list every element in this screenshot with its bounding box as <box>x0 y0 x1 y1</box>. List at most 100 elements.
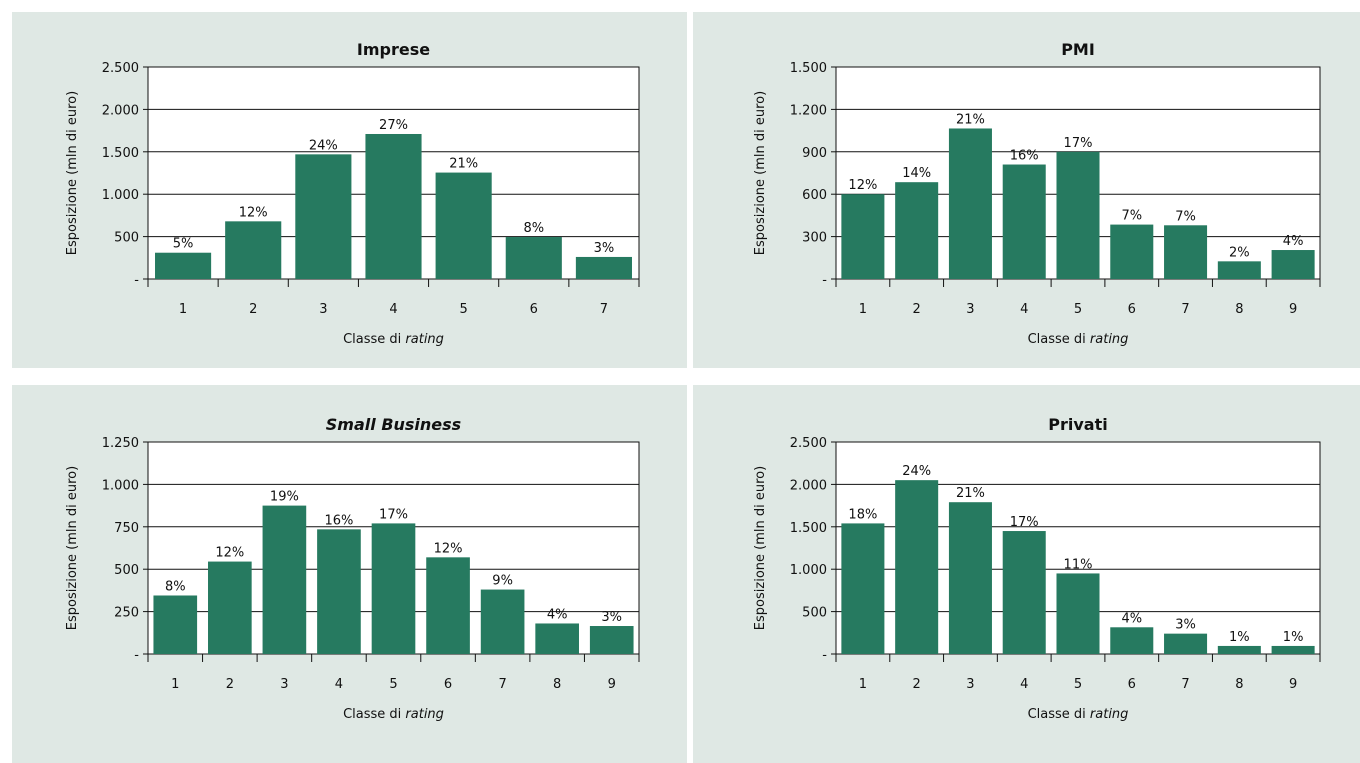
bar <box>1056 151 1100 279</box>
y-tick-label: - <box>822 648 827 663</box>
y-tick-label: 600 <box>802 188 827 203</box>
x-tick-label: 7 <box>1181 677 1189 692</box>
x-tick-label: 6 <box>530 302 538 317</box>
bar <box>841 523 885 654</box>
bar <box>895 182 939 279</box>
bar <box>1217 261 1261 279</box>
bar <box>435 172 492 279</box>
x-tick-label: 3 <box>966 677 974 692</box>
data-label: 4% <box>547 607 568 622</box>
data-label: 3% <box>1175 618 1196 633</box>
chart-title: Imprese <box>357 40 430 59</box>
x-tick-label: 4 <box>1020 677 1028 692</box>
y-tick-label: 2.500 <box>102 61 139 76</box>
bar <box>426 557 470 654</box>
bar <box>371 523 416 654</box>
bar <box>575 256 632 279</box>
x-axis-label: Classe di rating <box>343 707 444 722</box>
bar <box>262 505 307 654</box>
y-axis-label: Esposizione (mln di euro) <box>753 466 768 630</box>
y-tick-label: 1.000 <box>790 563 827 578</box>
data-label: 8% <box>523 221 544 236</box>
bar <box>1164 633 1208 654</box>
bar <box>225 221 282 279</box>
y-tick-label: 300 <box>802 231 827 246</box>
data-label: 1% <box>1283 630 1304 645</box>
x-tick-label: 5 <box>389 677 397 692</box>
x-tick-label: 6 <box>1128 677 1136 692</box>
y-tick-label: 1.000 <box>102 188 139 203</box>
chart-imprese: - 500 1.000 1.500 2.000 2.500 5% 1 12% 2 24% 3 27% 4 2… <box>65 40 640 347</box>
chart-panel-imprese: - 500 1.000 1.500 2.000 2.500 5% 1 12% 2 24% 3 27% 4 2… <box>12 12 687 368</box>
data-label: 4% <box>1121 611 1142 626</box>
bar <box>1271 250 1315 279</box>
data-label: 2% <box>1229 245 1250 260</box>
x-tick-label: 8 <box>1235 677 1243 692</box>
y-tick-label: 250 <box>114 606 139 621</box>
y-tick-label: 1.200 <box>790 103 827 118</box>
bar <box>1002 164 1046 279</box>
bar <box>153 595 198 654</box>
bar <box>1271 645 1315 654</box>
data-label: 3% <box>601 610 622 625</box>
y-tick-label: 500 <box>802 606 827 621</box>
bar <box>505 237 562 279</box>
y-axis-label: Esposizione (mln di euro) <box>753 91 768 255</box>
x-tick-label: 7 <box>600 302 608 317</box>
bar <box>841 194 885 279</box>
data-label: 3% <box>594 241 615 256</box>
x-tick-label: 2 <box>913 677 921 692</box>
data-label: 18% <box>848 507 877 522</box>
data-label: 7% <box>1121 209 1142 224</box>
bar <box>1164 225 1208 279</box>
x-axis-label: Classe di rating <box>1028 707 1129 722</box>
y-tick-label: - <box>822 273 827 288</box>
bar <box>295 154 352 279</box>
bar <box>1056 573 1100 654</box>
chart-panel-small-business: - 250 500 750 1.000 1.250 8% 1 12% 2 19% 3 16% 4 17% 5 1… <box>12 385 687 763</box>
x-tick-label: 3 <box>966 302 974 317</box>
x-tick-label: 7 <box>498 677 506 692</box>
bar <box>895 480 939 654</box>
x-tick-label: 1 <box>859 302 867 317</box>
y-tick-label: 500 <box>114 563 139 578</box>
x-tick-label: 2 <box>913 302 921 317</box>
chart-privati: - 500 1.000 1.500 2.000 2.500 18% 1 24% 2 21% 3 17% 4… <box>753 415 1321 722</box>
data-label: 5% <box>173 237 194 252</box>
data-label: 7% <box>1175 209 1196 224</box>
y-tick-label: 1.000 <box>102 478 139 493</box>
data-label: 14% <box>902 166 931 181</box>
bar <box>317 529 361 654</box>
y-axis-label: Esposizione (mln di euro) <box>65 91 80 255</box>
chart-title: Small Business <box>326 415 461 434</box>
y-tick-label: 2.500 <box>790 436 827 451</box>
data-label: 4% <box>1283 234 1304 249</box>
bar <box>589 626 634 654</box>
x-tick-label: 8 <box>553 677 561 692</box>
bar <box>1002 531 1046 654</box>
x-tick-label: 5 <box>1074 302 1082 317</box>
bar <box>948 502 992 654</box>
x-tick-label: 9 <box>1289 677 1297 692</box>
bar <box>1110 627 1154 654</box>
data-label: 1% <box>1229 630 1250 645</box>
x-tick-label: 5 <box>1074 677 1082 692</box>
y-tick-label: 1.500 <box>102 146 139 161</box>
data-label: 16% <box>324 513 353 528</box>
x-tick-label: 6 <box>1128 302 1136 317</box>
bar <box>155 252 212 279</box>
data-label: 17% <box>379 507 408 522</box>
y-tick-label: 1.500 <box>790 521 827 536</box>
x-tick-label: 2 <box>226 677 234 692</box>
data-label: 11% <box>1064 557 1093 572</box>
x-tick-label: 7 <box>1181 302 1189 317</box>
data-label: 12% <box>848 178 877 193</box>
x-tick-label: 4 <box>1020 302 1028 317</box>
data-label: 24% <box>309 138 338 153</box>
data-label: 12% <box>239 205 268 220</box>
chart-panel-privati: - 500 1.000 1.500 2.000 2.500 18% 1 24% 2 21% 3 17% 4… <box>693 385 1360 763</box>
x-tick-label: 2 <box>249 302 257 317</box>
chart-panel-pmi: - 300 600 900 1.200 1.500 12% 1 14% 2 21% 3 16% 4 17% 5… <box>693 12 1360 368</box>
x-tick-label: 3 <box>280 677 288 692</box>
x-tick-label: 9 <box>1289 302 1297 317</box>
